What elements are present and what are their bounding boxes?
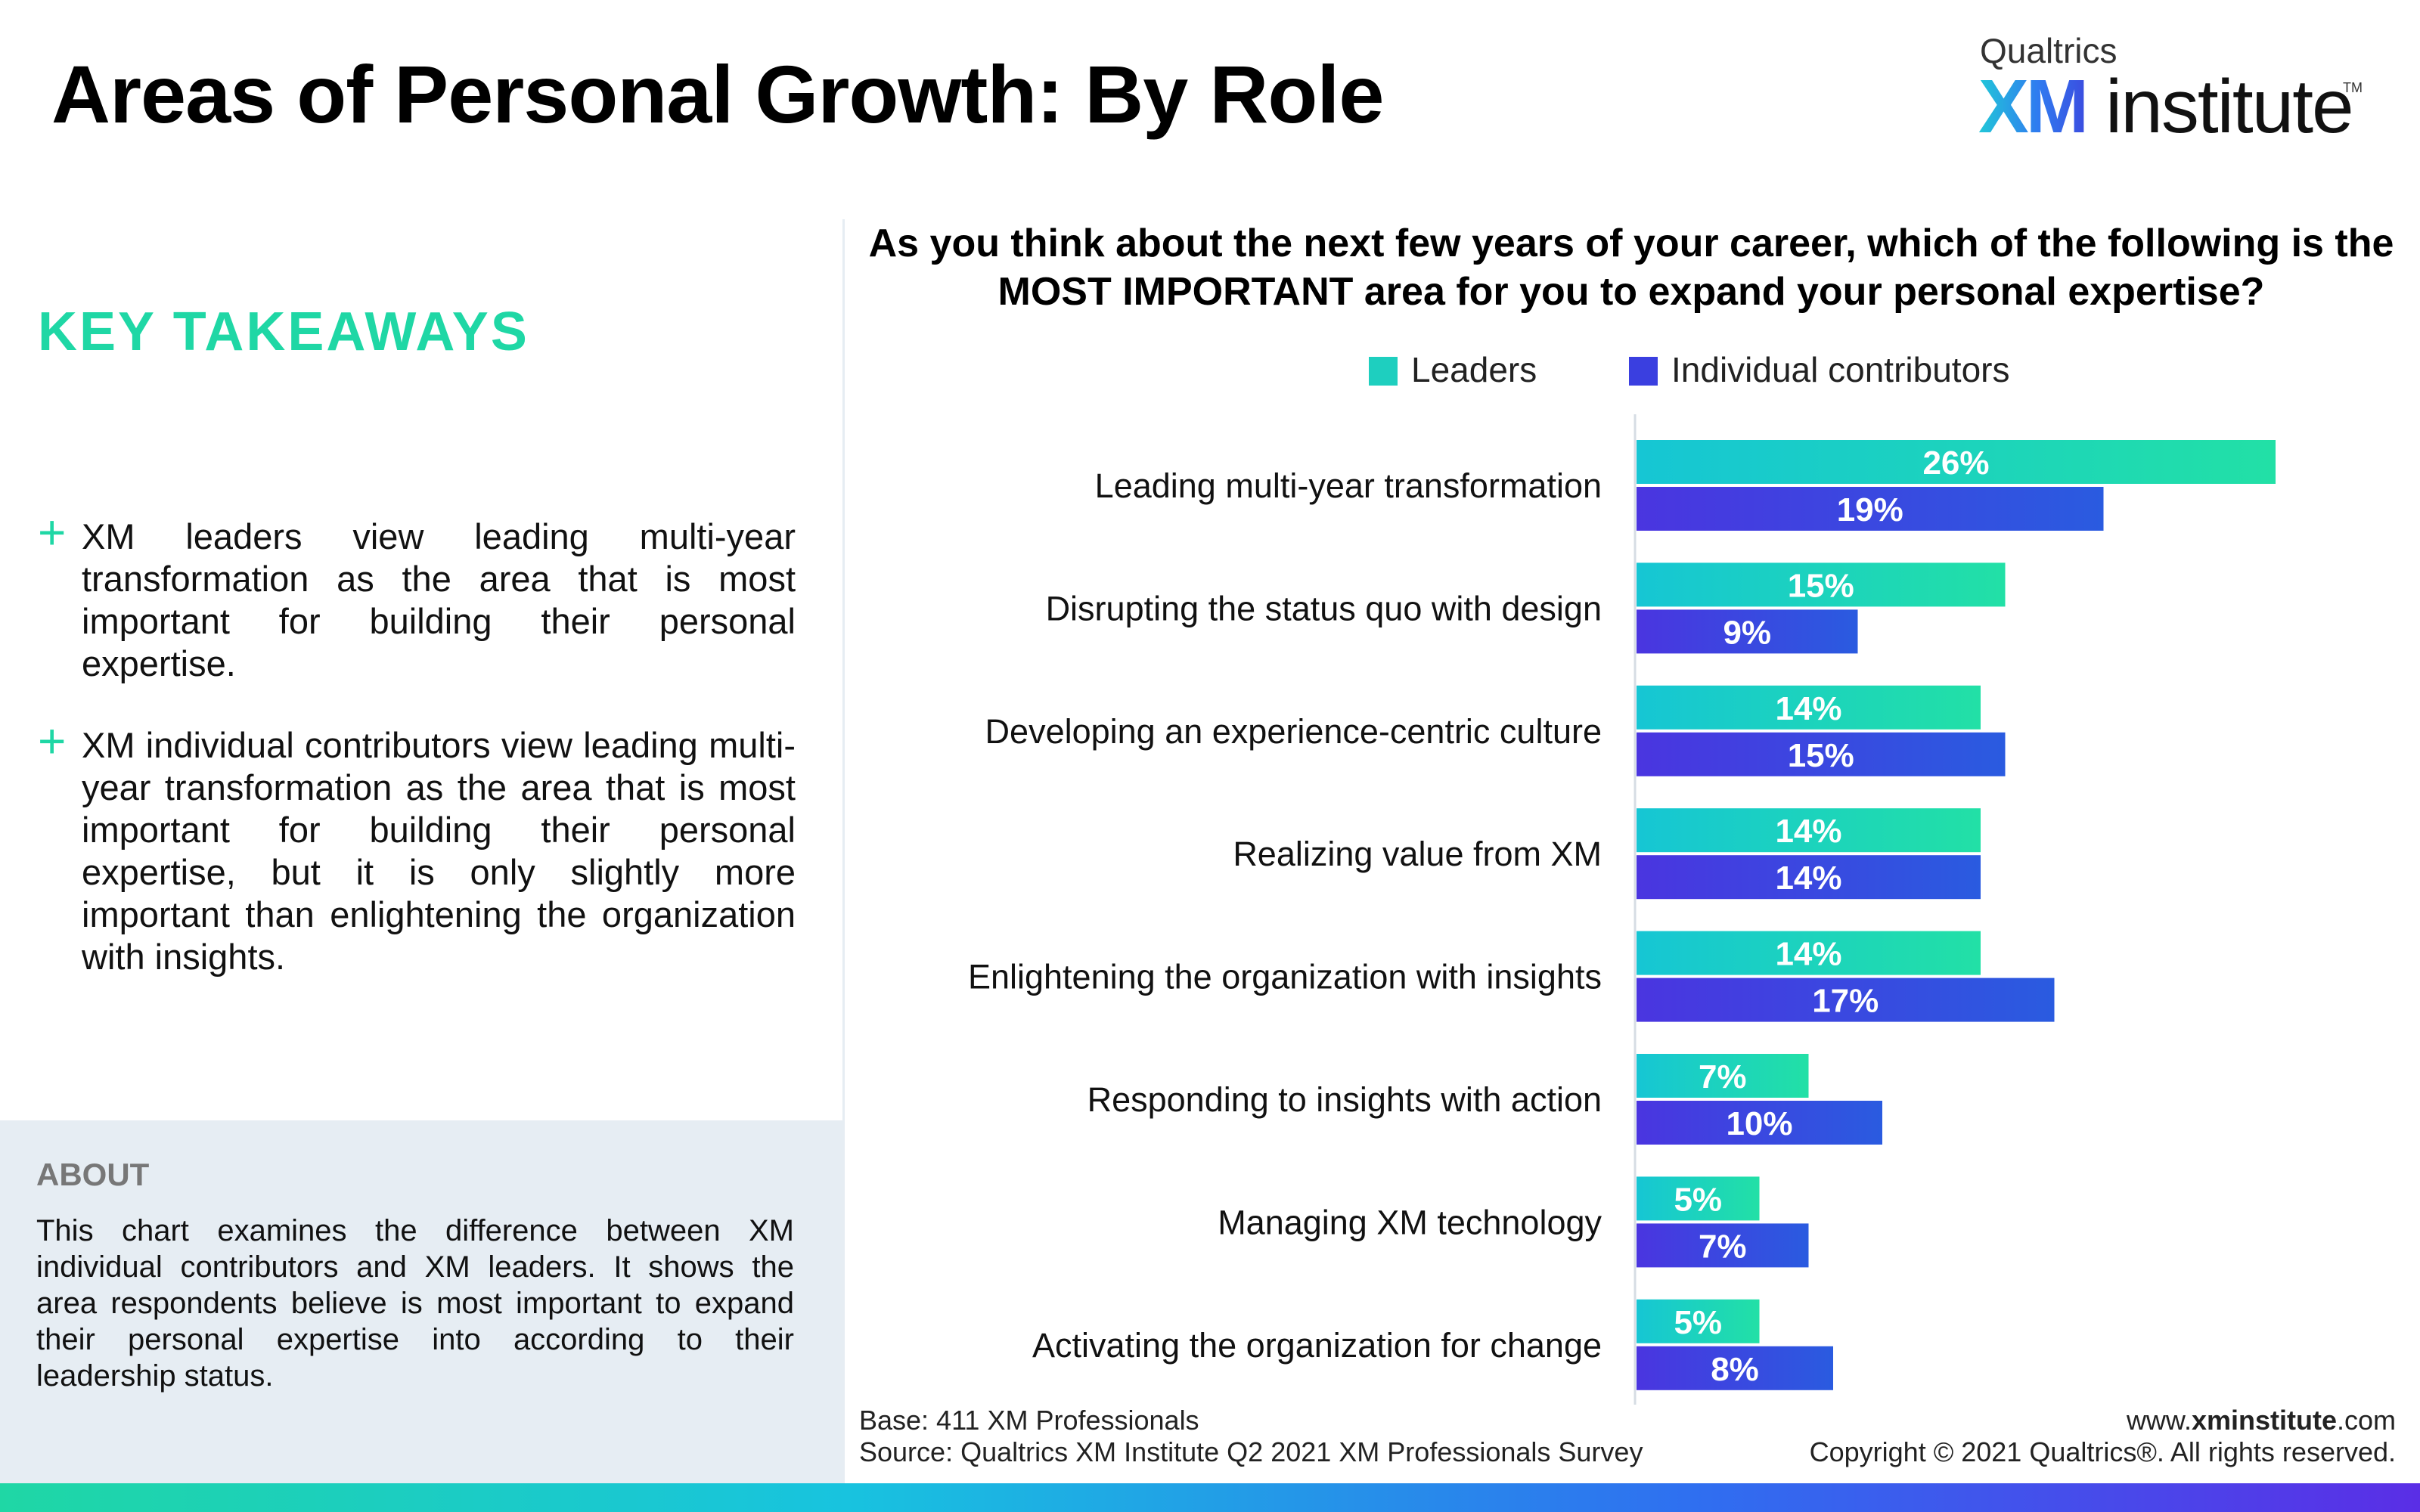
legend-label-individual-contributors: Individual contributors [1671,350,2010,389]
logo-qualtrics-text: Qualtrics [1980,31,2118,70]
category-label: Activating the organization for change [1032,1326,1602,1365]
data-label: 19% [1837,491,1903,528]
footer-copyright-text: Copyright © 2021 Qualtrics®. All rights … [1809,1436,2396,1467]
bar-individual-contributors [1637,487,2104,531]
bar-individual-contributors [1637,1223,1809,1268]
legend-label-leaders: Leaders [1411,350,1537,389]
footer-copyright-block: www.xminstitute.com Copyright © 2021 Qua… [1810,1405,2396,1468]
footer-url-link[interactable]: www.xminstitute.com [2126,1405,2396,1436]
bar-leaders [1637,1176,1760,1221]
data-label: 5% [1674,1181,1722,1218]
bar-leaders [1637,808,1981,853]
footer-source: Base: 411 XM Professionals Source: Qualt… [859,1405,1643,1468]
plus-icon: + [38,714,67,768]
data-label: 14% [1775,860,1841,897]
category-label: Leading multi-year transformation [1095,466,1602,505]
data-label: 15% [1788,567,1854,604]
data-label: 10% [1726,1105,1792,1142]
category-label: Disrupting the status quo with design [1046,589,1602,627]
bar-individual-contributors [1637,609,1858,654]
bar-individual-contributors [1637,978,2055,1022]
logo-institute-text: institute [2105,64,2354,149]
bar-leaders [1637,562,2006,607]
logo-xm-text: XM [1978,64,2089,149]
bottom-gradient-bar [0,1483,2420,1512]
category-label: Developing an experience-centric culture [985,712,1602,751]
data-label: 14% [1775,690,1841,727]
data-label: 8% [1711,1351,1759,1388]
takeaway-item-1: + XM leaders view leading multi-year tra… [38,508,796,685]
data-label: 15% [1788,737,1854,774]
data-label: 7% [1699,1228,1747,1265]
data-label: 17% [1812,983,1879,1020]
data-label: 5% [1674,1304,1722,1341]
data-label: 7% [1699,1058,1747,1095]
data-label: 14% [1775,813,1841,850]
bar-individual-contributors [1637,855,1981,900]
category-label: Managing XM technology [1218,1203,1602,1241]
bar-individual-contributors [1637,1346,1833,1390]
key-takeaways-heading: KEY TAKEAWAYS [38,302,529,362]
legend-swatch-individual-contributors [1629,357,1658,386]
takeaway-item-2: + XM individual contributors view leadin… [38,717,796,978]
bar-leaders [1637,440,2276,484]
about-panel: ABOUT This chart examines the difference… [0,1120,842,1483]
bar-leaders [1637,1299,1760,1343]
takeaway-text: XM individual contributors view leading … [82,725,796,977]
logo-trademark: TM [2343,80,2363,95]
bar-chart: Leading multi-year transformation 26% 19% D… [968,414,2276,1405]
data-label: 26% [1922,445,1989,482]
data-label: 9% [1723,614,1771,651]
plus-icon: + [38,505,67,559]
category-label: Enlightening the organization with insig… [968,958,1602,996]
category-label: Realizing value from XM [1233,835,1602,873]
bar-individual-contributors [1637,732,2006,776]
category-label: Responding to insights with action [1087,1080,1602,1119]
legend-swatch-leaders [1369,357,1398,386]
chart-title: As you think about the next few years of… [868,222,2394,314]
data-label: 14% [1775,936,1841,973]
xm-institute-logo: Qualtrics XM institute TM [1978,30,2387,151]
bar-individual-contributors [1637,1101,1882,1145]
bar-leaders [1637,1054,1809,1098]
footer-base-text: Base: 411 XM Professionals [859,1405,1199,1436]
footer-source-text: Source: Qualtrics XM Institute Q2 2021 X… [859,1436,1643,1467]
bar-leaders [1637,685,1981,730]
panel-divider [842,219,845,1483]
page-title: Areas of Personal Growth: By Role [51,48,1384,140]
about-text: This chart examines the difference betwe… [36,1214,794,1393]
bar-leaders [1637,931,1981,975]
takeaway-text: XM leaders view leading multi-year trans… [82,516,796,683]
about-heading: ABOUT [36,1157,150,1192]
